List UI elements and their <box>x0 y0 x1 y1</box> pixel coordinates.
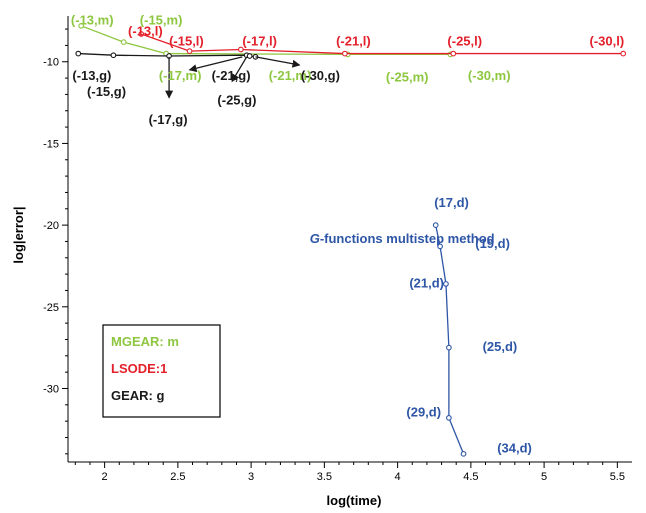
x-tick-label: 5 <box>541 471 547 483</box>
data-label: (-17,g) <box>149 112 188 127</box>
data-label: (-15,g) <box>87 84 126 99</box>
data-label: (21,d) <box>409 275 444 290</box>
x-tick-label: 4 <box>395 471 401 483</box>
axes: 2 2.5 3 3.5 4 4.5 5 5.5 -10 -15 -20 -25 -30 <box>43 16 632 483</box>
data-label: (25,d) <box>483 339 518 354</box>
data-point-lsode <box>186 48 193 54</box>
series-gfunc <box>432 222 467 457</box>
data-point-gfunc <box>460 450 467 457</box>
data-label: (-30,l) <box>590 34 625 49</box>
data-label: (-13,m) <box>71 12 114 27</box>
data-point-gfunc <box>443 281 449 287</box>
data-label: (19,d) <box>475 236 510 251</box>
data-label: (-21,g) <box>212 68 251 83</box>
legend-entry: LSODE:1 <box>111 361 167 376</box>
data-label: (-25,m) <box>386 69 429 84</box>
data-point-lsode <box>238 46 244 53</box>
annotation-arrow <box>231 56 248 83</box>
series-lsode <box>138 31 627 57</box>
legend-box <box>102 324 221 418</box>
annotation-layer: (-13,m) (-15,m)(-13,l) (-15,l) (-17,l) (-21,… <box>71 12 624 455</box>
x-tick-label: 3 <box>248 471 254 483</box>
data-label: (-21,m) <box>269 68 312 83</box>
data-point-mgear <box>78 22 85 29</box>
x-tick-label: 3.5 <box>317 471 332 483</box>
data-label: (-13,g) <box>72 68 111 83</box>
x-tick-label: 2 <box>102 471 108 483</box>
data-label: (34,d) <box>497 440 532 455</box>
data-point-gfunc <box>446 344 452 351</box>
data-point-gfunc <box>446 415 452 421</box>
data-label: (-15,m) <box>140 12 183 27</box>
data-label: (-13,l) <box>128 24 163 39</box>
y-tick-label: -20 <box>43 220 59 232</box>
method-label: G-functions multistep method <box>310 231 495 246</box>
x-tick-label: 2.5 <box>170 471 185 483</box>
data-label: (-30,g) <box>301 68 340 83</box>
data-point-gear <box>110 52 117 59</box>
x-axis-title: log(time) <box>327 493 382 508</box>
data-label: (-21,l) <box>336 34 371 49</box>
data-point-gear <box>75 50 82 57</box>
annotation-arrow <box>188 56 243 73</box>
annotation-arrows <box>165 56 301 99</box>
data-point-lsode <box>342 50 348 57</box>
annotation-arrow <box>255 56 301 68</box>
data-label: (-30,m) <box>468 68 511 83</box>
x-tick-label: 5.5 <box>610 471 625 483</box>
y-tick-label: -30 <box>43 383 59 395</box>
y-tick-label: -15 <box>43 138 59 150</box>
legend: MGEAR: m LSODE:1 GEAR: g <box>102 324 221 418</box>
data-point-lsode <box>450 50 457 57</box>
legend-entry: GEAR: g <box>111 388 165 403</box>
series-line-gfunc <box>435 224 465 455</box>
series-layer <box>75 22 627 457</box>
x-tick-label: 4.5 <box>463 471 478 483</box>
data-point-gear <box>246 53 253 59</box>
y-axis-title: log|error| <box>11 206 26 263</box>
data-point-mgear <box>120 39 127 45</box>
data-point-gfunc <box>437 243 443 250</box>
data-label: (-25,g) <box>217 92 256 107</box>
series-gear <box>75 50 259 60</box>
data-label: (29,d) <box>406 404 441 419</box>
legend-entry: MGEAR: m <box>111 334 179 349</box>
data-label: (-17,l) <box>242 34 277 49</box>
data-label: (-25,l) <box>447 34 482 49</box>
series-line-lsode <box>141 33 624 55</box>
data-point-gfunc <box>432 222 439 228</box>
y-tick-label: -25 <box>43 302 59 314</box>
y-tick-label: -10 <box>43 57 59 69</box>
data-label: (17,d) <box>434 195 469 210</box>
data-point-lsode <box>138 31 145 37</box>
data-point-lsode <box>620 50 627 57</box>
data-label: (-15,l) <box>169 34 204 49</box>
data-label: (-17,m) <box>159 68 202 83</box>
